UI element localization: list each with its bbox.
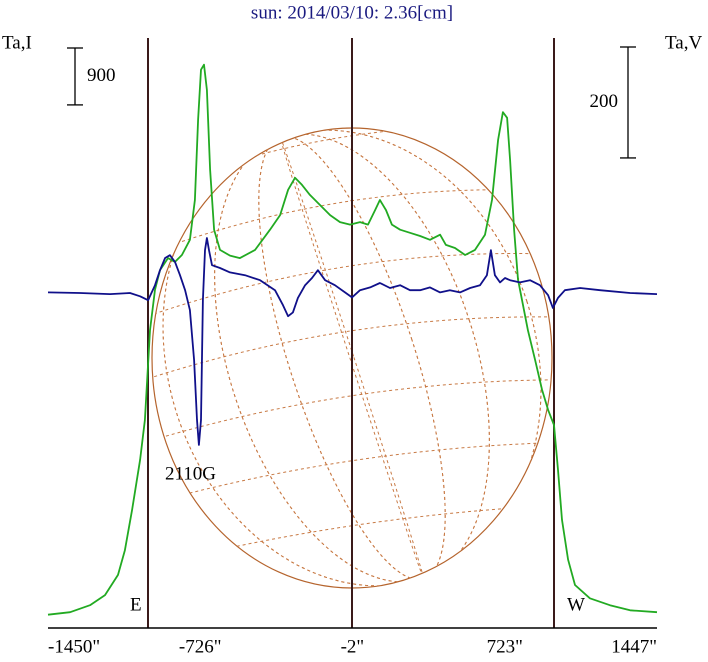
parallel — [152, 379, 552, 451]
y-axis-label: Ta,I — [2, 32, 32, 53]
x-tick-label: 723" — [487, 636, 523, 657]
annotation: W — [567, 594, 585, 615]
scale-bar-label: 900 — [87, 65, 116, 86]
x-tick-label: 1447" — [611, 636, 657, 657]
scale-bar-label: 200 — [590, 91, 619, 112]
parallel — [152, 128, 552, 203]
y2-axis-label: Ta,V — [665, 32, 702, 53]
parallel — [152, 316, 552, 389]
annotation: 2110G — [165, 463, 216, 484]
parallel — [152, 253, 552, 327]
x-tick-label: -1450" — [48, 636, 100, 657]
data-line — [47, 63, 658, 616]
meridian — [162, 129, 542, 587]
x-tick-label: -2" — [341, 636, 365, 657]
parallel — [152, 503, 552, 575]
chart-title: sun: 2014/03/10: 2.36[cm] — [251, 2, 453, 23]
meridian — [214, 133, 490, 583]
parallel — [152, 189, 552, 265]
annotation: E — [130, 594, 142, 615]
x-tick-label: -726" — [179, 636, 222, 657]
data-line — [47, 237, 658, 446]
